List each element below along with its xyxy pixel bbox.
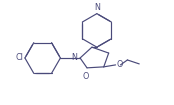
Text: Cl: Cl	[15, 53, 23, 62]
Text: N: N	[94, 3, 100, 12]
Text: O: O	[83, 72, 89, 81]
Text: O: O	[117, 60, 123, 69]
Text: N: N	[71, 52, 77, 62]
